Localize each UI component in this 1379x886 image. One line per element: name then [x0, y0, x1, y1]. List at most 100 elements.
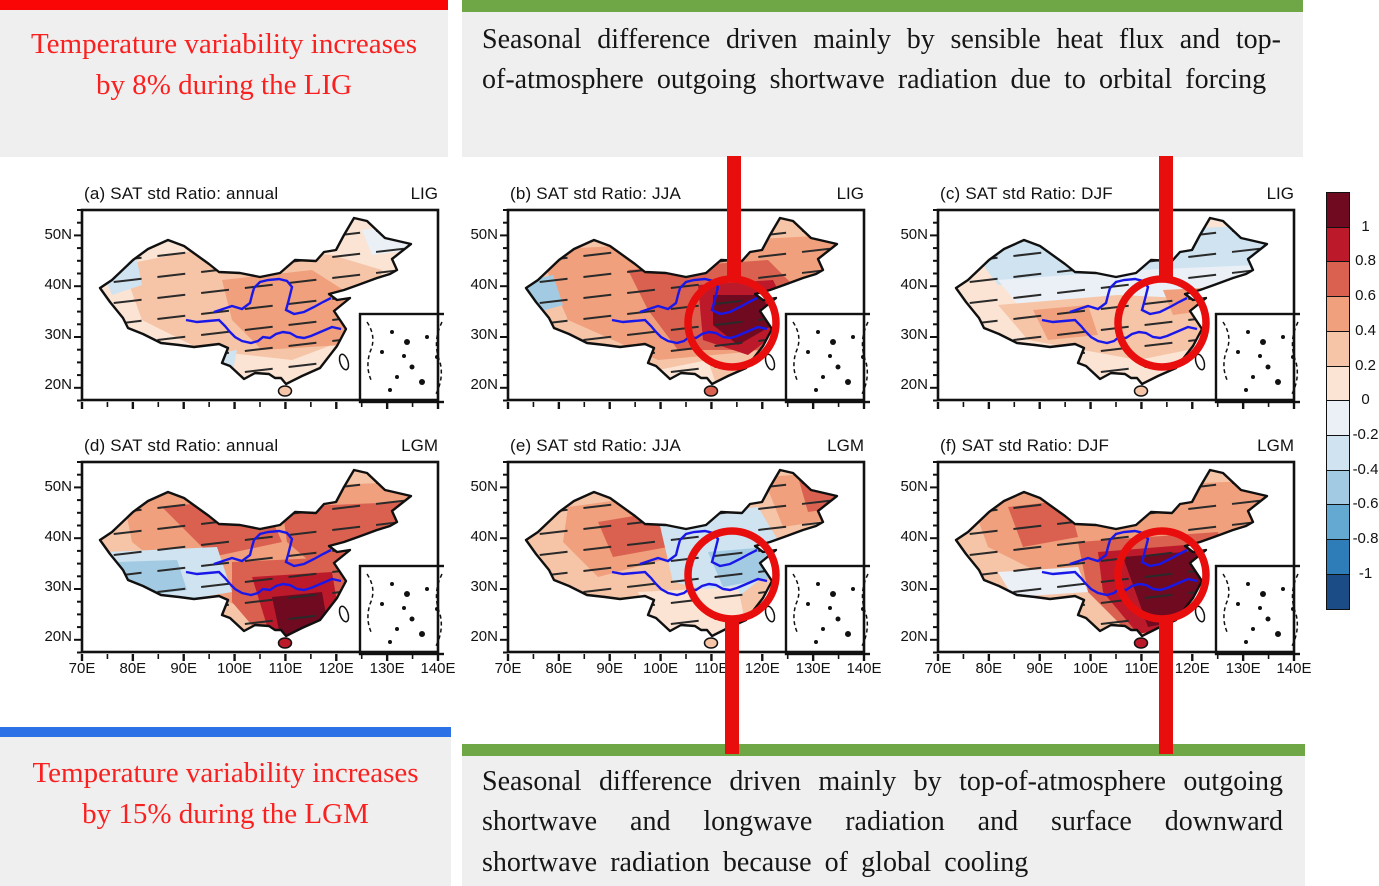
china-map-d — [74, 460, 444, 661]
lat-tick-label: 20N — [44, 376, 72, 393]
callout-top-right: Seasonal difference driven mainly by sen… — [462, 0, 1303, 157]
colorbar-cell — [1326, 330, 1350, 368]
lat-tick-label: 30N — [900, 326, 928, 343]
lat-tick-label: 30N — [470, 326, 498, 343]
lat-tick-label: 20N — [900, 628, 928, 645]
colorbar-tick-label: 0.2 — [1355, 356, 1376, 374]
blue-accent-bar — [0, 727, 451, 737]
colorbar-cell — [1326, 469, 1350, 506]
colorbar-cell — [1326, 539, 1350, 576]
map-panel-a: (a) SAT std Ratio: annual LIG 50N 40N 30N 20N — [22, 182, 454, 409]
lat-tick-label: 30N — [44, 578, 72, 595]
colorbar-cell — [1326, 504, 1350, 541]
colorbar-tick-label: -0.8 — [1352, 530, 1379, 547]
lat-tick-label: 40N — [44, 528, 72, 545]
lon-tick-label: 90E — [596, 660, 624, 677]
lat-tick-label: 50N — [44, 478, 72, 495]
panel-title-c: (c) SAT std Ratio: DJF — [940, 184, 1113, 203]
lon-tick-label: 140E — [1276, 660, 1312, 677]
lon-tick-label: 80E — [119, 660, 147, 677]
panel-title-d: (d) SAT std Ratio: annual — [84, 436, 279, 455]
lat-tick-label: 30N — [44, 326, 72, 343]
map-panel-f: (f) SAT std Ratio: DJF LGM 50N 40N 30N 20N 70… — [878, 434, 1311, 686]
colorbar-cell — [1326, 261, 1350, 298]
connector-line-bottom-e — [725, 620, 739, 754]
lat-tick-label: 40N — [900, 276, 928, 293]
colorbar-tick-label: 0.8 — [1355, 252, 1376, 270]
callout-bottom-left: Temperature variability increases by 15%… — [0, 727, 451, 886]
lon-tick-label: 90E — [170, 660, 198, 677]
lat-tick-label: 30N — [900, 578, 928, 595]
map-panel-d: (d) SAT std Ratio: annual LGM 50N 40N 30N 20N… — [22, 434, 455, 686]
lon-tick-label: 70E — [494, 660, 522, 677]
panel-period-d: LGM — [401, 436, 438, 455]
colorbar-tick-label: -1 — [1358, 564, 1373, 582]
colorbar-cell — [1326, 573, 1350, 611]
lon-tick-label: 110E — [694, 660, 729, 677]
lat-tick-label: 50N — [900, 226, 928, 243]
lat-tick-label: 50N — [44, 226, 72, 243]
colorbar-cell — [1326, 400, 1350, 437]
callout-bottom-left-text: Temperature variability increases by 15%… — [0, 753, 451, 835]
lat-tick-label: 50N — [470, 478, 498, 495]
connector-line-top-c — [1159, 156, 1173, 279]
map-panel-b: (b) SAT std Ratio: JJA LIG 50N 40N 30N 20N — [448, 182, 880, 409]
lon-tick-label: 100E — [217, 660, 253, 677]
panel-period-f: LGM — [1257, 436, 1294, 455]
china-map-a — [74, 208, 444, 409]
callout-bottom-right-text: Seasonal difference driven mainly by top… — [482, 766, 1283, 878]
lon-tick-label: 120E — [744, 660, 780, 677]
lat-tick-label: 50N — [470, 226, 498, 243]
map-panel-e: (e) SAT std Ratio: JJA LGM 50N 40N 30N 20N 70… — [448, 434, 881, 686]
callout-top-left-text: Temperature variability increases by 8% … — [0, 24, 448, 106]
china-map-b — [500, 208, 870, 409]
callout-line: by 15% during the LGM — [82, 798, 369, 831]
green-accent-bar — [462, 744, 1305, 756]
colorbar-cell — [1326, 296, 1350, 333]
lat-tick-label: 40N — [470, 528, 498, 545]
lat-tick-label: 20N — [470, 628, 498, 645]
china-map-c — [930, 208, 1300, 409]
colorbar-cell — [1326, 434, 1350, 472]
lon-tick-label: 140E — [846, 660, 882, 677]
callout-top-left: Temperature variability increases by 8% … — [0, 0, 448, 157]
panel-title-e: (e) SAT std Ratio: JJA — [510, 436, 681, 455]
panel-period-c: LIG — [1266, 184, 1294, 203]
colorbar-tick-label: 0.6 — [1355, 287, 1376, 305]
china-map-f — [930, 460, 1300, 661]
colorbar — [1326, 192, 1350, 611]
panel-title-f: (f) SAT std Ratio: DJF — [940, 436, 1110, 455]
lat-tick-label: 20N — [44, 628, 72, 645]
lon-tick-label: 70E — [68, 660, 96, 677]
lon-tick-label: 100E — [1073, 660, 1109, 677]
colorbar-tick-label: -0.2 — [1352, 425, 1379, 443]
china-map-e — [500, 460, 870, 661]
lon-tick-label: 120E — [318, 660, 354, 677]
colorbar-tick-label: 0 — [1361, 391, 1370, 409]
lat-tick-label: 50N — [900, 478, 928, 495]
lat-tick-label: 40N — [470, 276, 498, 293]
callout-bottom-right: Seasonal difference driven mainly by top… — [462, 744, 1305, 886]
lat-tick-label: 40N — [44, 276, 72, 293]
lat-tick-label: 20N — [900, 376, 928, 393]
lon-tick-label: 90E — [1026, 660, 1054, 677]
panel-period-e: LGM — [827, 436, 864, 455]
colorbar-cell — [1326, 192, 1350, 229]
lon-tick-label: 130E — [369, 660, 405, 677]
lon-tick-label: 100E — [643, 660, 679, 677]
lon-tick-label: 70E — [924, 660, 952, 677]
lon-tick-label: 120E — [1174, 660, 1210, 677]
lat-tick-label: 20N — [470, 376, 498, 393]
lat-tick-label: 40N — [900, 528, 928, 545]
lon-tick-label: 130E — [795, 660, 831, 677]
lat-tick-label: 30N — [470, 578, 498, 595]
panel-period-b: LIG — [836, 184, 864, 203]
red-accent-bar — [0, 0, 448, 10]
callout-line: Temperature variability increases — [32, 757, 419, 789]
map-panel-c: (c) SAT std Ratio: DJF LIG 50N 40N 30N 20N — [878, 182, 1310, 409]
colorbar-tick-label: -0.6 — [1352, 495, 1379, 513]
connector-line-bottom-f — [1159, 619, 1173, 754]
colorbar-cell — [1326, 226, 1350, 263]
panel-title-a: (a) SAT std Ratio: annual — [84, 184, 279, 203]
